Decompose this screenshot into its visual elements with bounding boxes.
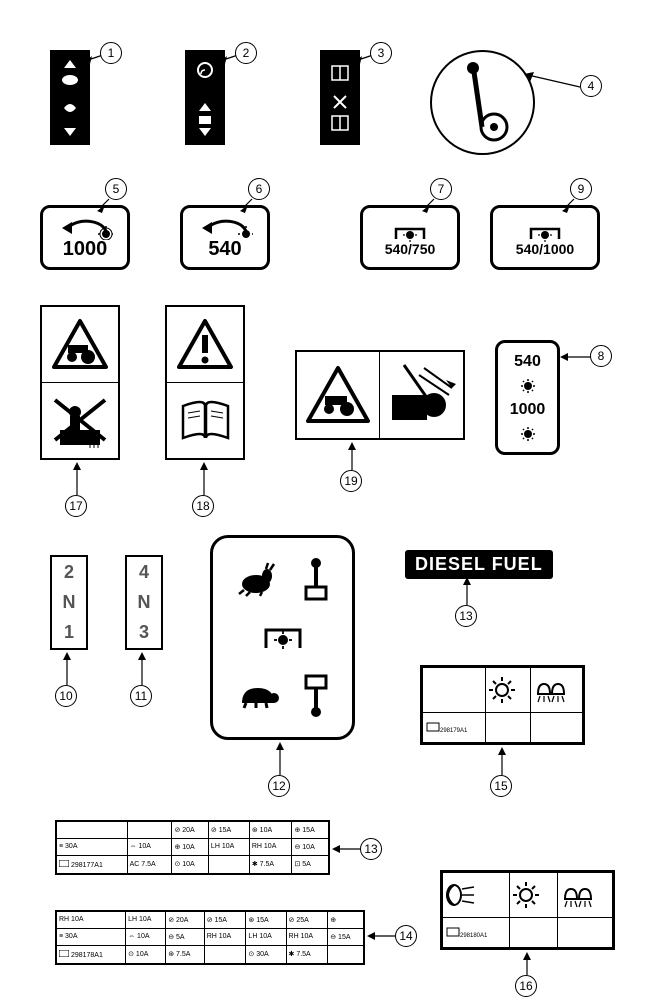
- fuse13-grid: ⊘ 20A⊘ 15A⊛ 10A⊕ 15A ≡ 30A⇔ 10A⊕ 10ALH 1…: [56, 821, 329, 874]
- decal-4-lever-circle: [430, 50, 535, 155]
- pto-vert-540: 540: [514, 353, 541, 371]
- callout-3: 3: [370, 42, 392, 64]
- callout-7: 7: [430, 178, 452, 200]
- callout-19: 19: [340, 470, 362, 492]
- warning-triangle-tractor-small: [297, 352, 380, 438]
- callout-13b: 13: [360, 838, 382, 860]
- gear-icon: [518, 378, 538, 394]
- decal-14-fuse-table: RH 10ALH 10A⊘ 20A⊘ 15A⊛ 15A⊘ 25A⊕ ≡ 30A⇔…: [55, 910, 365, 965]
- callout-6: 6: [248, 178, 270, 200]
- callout-1: 1: [100, 42, 122, 64]
- sun-icon: [487, 675, 517, 705]
- headlight-icon: [444, 882, 478, 908]
- callout-16: 16: [515, 975, 537, 997]
- lever-down-icon: [301, 673, 331, 718]
- partno-15: 298179A1: [440, 728, 467, 734]
- callout-11: 11: [130, 685, 152, 707]
- pto-vert-1000: 1000: [510, 401, 546, 419]
- shift-n: N: [138, 592, 151, 613]
- callout-17: 17: [65, 495, 87, 517]
- lever-up-icon: [301, 557, 331, 602]
- entanglement-icon: [380, 352, 463, 438]
- pto-1000-label: 1000: [63, 238, 108, 261]
- decal-13-diesel-fuel: DIESEL FUEL: [405, 550, 553, 579]
- callout-9: 9: [570, 178, 592, 200]
- worklight-icon: [532, 676, 567, 704]
- decal-18-read-manual-warning: [165, 305, 245, 460]
- pto-540-label: 540: [208, 238, 241, 261]
- manual-book-icon: [167, 383, 243, 459]
- callout-12: 12: [268, 775, 290, 797]
- sun-icon: [511, 880, 541, 910]
- pto-bracket-icon: [390, 223, 430, 243]
- gear-icon: [518, 426, 538, 442]
- pto-arc-icon: [58, 218, 113, 240]
- decal-13-fuse-table: ⊘ 20A⊘ 15A⊛ 10A⊕ 15A ≡ 30A⇔ 10A⊕ 10ALH 1…: [55, 820, 330, 875]
- decal-19-entanglement-warning: [295, 350, 465, 440]
- callout-14: 14: [395, 925, 417, 947]
- decal-12-throttle-panel: [210, 535, 355, 740]
- rabbit-icon: [234, 562, 279, 597]
- turtle-icon: [234, 678, 279, 713]
- diesel-fuel-text: DIESEL FUEL: [415, 554, 543, 574]
- callout-4: 4: [580, 75, 602, 97]
- decal-10-shift-2n1: 2 N 1: [50, 555, 88, 650]
- decal-15-light-table: 298179A1: [420, 665, 585, 745]
- decal-5-pto-1000: 1000: [40, 205, 130, 270]
- shift-3: 3: [139, 622, 149, 643]
- callout-2: 2: [235, 42, 257, 64]
- worklight-icon: [559, 881, 594, 909]
- fuse14-grid: RH 10ALH 10A⊘ 20A⊘ 15A⊛ 15A⊘ 25A⊕ ≡ 30A⇔…: [56, 911, 364, 964]
- decal-11-shift-4n3: 4 N 3: [125, 555, 163, 650]
- callout-5: 5: [105, 178, 127, 200]
- callout-13a: 13: [455, 605, 477, 627]
- warning-triangle-tractor: [42, 307, 118, 383]
- lever-circle-icon: [432, 52, 533, 153]
- book-tiny-icon: [446, 927, 460, 937]
- decal-17-no-rider-warning: [40, 305, 120, 460]
- decal-7-pto-540-750: 540/750: [360, 205, 460, 270]
- warning-triangle-exclaim: [167, 307, 243, 383]
- pto-540-750-label: 540/750: [385, 241, 436, 257]
- decal-16-light-table: 298180A1: [440, 870, 615, 950]
- pto-540-1000-label: 540/1000: [516, 241, 574, 257]
- pto-bracket-icon: [258, 620, 308, 655]
- decal-8-pto-vertical: 540 1000: [495, 340, 560, 455]
- shift-4: 4: [139, 562, 149, 583]
- decal-9-pto-540-1000: 540/1000: [490, 205, 600, 270]
- shift-1: 1: [64, 622, 74, 643]
- callout-18: 18: [192, 495, 214, 517]
- pto-arc-icon: [198, 218, 253, 240]
- callout-8: 8: [590, 345, 612, 367]
- book-tiny-icon: [426, 722, 440, 732]
- callout-10: 10: [55, 685, 77, 707]
- callout-15: 15: [490, 775, 512, 797]
- shift-2: 2: [64, 562, 74, 583]
- pto-bracket-icon: [525, 223, 565, 243]
- shift-n: N: [63, 592, 76, 613]
- no-passenger-icon: [42, 383, 118, 459]
- partno-16: 298180A1: [460, 933, 487, 939]
